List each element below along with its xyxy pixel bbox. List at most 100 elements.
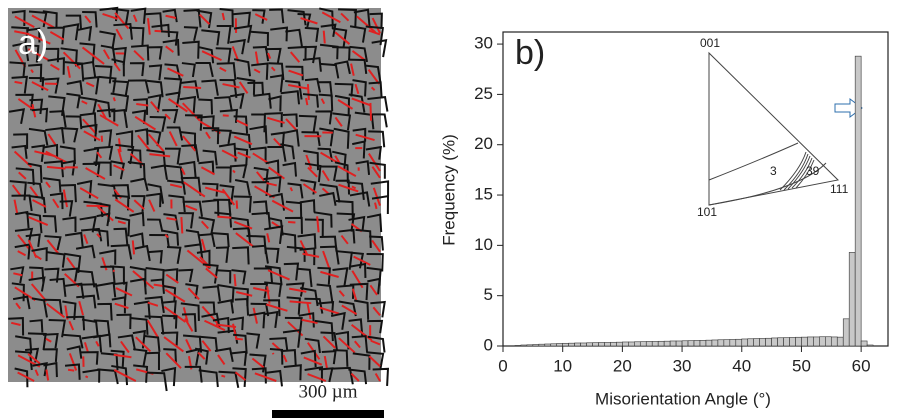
twin bbox=[235, 200, 239, 209]
grain bbox=[232, 227, 252, 246]
grain bbox=[133, 98, 149, 115]
bar bbox=[526, 344, 534, 347]
grain bbox=[282, 129, 300, 147]
grain bbox=[66, 315, 86, 331]
twin bbox=[134, 115, 156, 131]
bar bbox=[610, 341, 617, 347]
bar bbox=[735, 338, 743, 347]
grain bbox=[319, 183, 341, 203]
twin bbox=[101, 257, 108, 271]
grain bbox=[149, 115, 167, 132]
twin bbox=[368, 29, 381, 36]
twin bbox=[371, 17, 381, 34]
grain bbox=[315, 110, 333, 125]
twin bbox=[338, 337, 356, 354]
grain bbox=[110, 92, 130, 112]
twin bbox=[62, 51, 81, 70]
grain bbox=[201, 312, 221, 328]
grain bbox=[151, 23, 170, 38]
twin bbox=[200, 238, 206, 251]
twin bbox=[201, 50, 222, 62]
twin bbox=[183, 85, 202, 90]
grain bbox=[77, 283, 100, 300]
grain bbox=[233, 58, 251, 77]
grain bbox=[93, 161, 112, 176]
grain bbox=[367, 96, 389, 112]
grain bbox=[65, 115, 83, 130]
grain bbox=[270, 26, 288, 42]
grain bbox=[250, 282, 269, 299]
grain bbox=[80, 123, 98, 142]
grain bbox=[180, 80, 200, 99]
twin bbox=[135, 336, 152, 353]
grain bbox=[10, 266, 25, 284]
grain bbox=[8, 108, 26, 124]
bar bbox=[675, 340, 683, 347]
inset-label: 3 bbox=[770, 164, 777, 178]
grain bbox=[234, 147, 249, 166]
twin bbox=[114, 198, 135, 213]
grain bbox=[212, 232, 230, 248]
grain bbox=[266, 369, 283, 387]
grain bbox=[284, 316, 303, 332]
grain bbox=[41, 77, 60, 94]
twin bbox=[254, 51, 259, 65]
grain bbox=[43, 361, 58, 378]
grain bbox=[297, 13, 312, 28]
grain bbox=[349, 45, 369, 63]
grain bbox=[287, 182, 304, 199]
twin bbox=[102, 12, 118, 20]
twin bbox=[183, 181, 206, 198]
twin bbox=[146, 319, 159, 338]
twin bbox=[17, 250, 27, 257]
grain bbox=[371, 194, 390, 215]
twin bbox=[17, 98, 36, 112]
twin bbox=[17, 234, 31, 251]
grain bbox=[369, 161, 386, 179]
grain bbox=[43, 160, 65, 178]
twin bbox=[28, 216, 49, 226]
grain bbox=[181, 144, 200, 163]
grain bbox=[320, 245, 340, 265]
grain bbox=[28, 77, 45, 91]
grain bbox=[285, 216, 303, 234]
grain bbox=[286, 282, 305, 297]
grain bbox=[219, 184, 235, 205]
twin bbox=[182, 135, 197, 152]
twin bbox=[371, 239, 381, 253]
twin bbox=[285, 118, 298, 132]
grain bbox=[338, 300, 357, 317]
grain bbox=[112, 46, 127, 66]
twin bbox=[372, 306, 381, 316]
grain bbox=[96, 212, 111, 227]
grain bbox=[282, 161, 298, 177]
grain bbox=[368, 130, 386, 148]
grain bbox=[111, 109, 128, 128]
twin bbox=[114, 302, 129, 309]
twin bbox=[356, 15, 377, 34]
twin bbox=[67, 368, 75, 372]
bar bbox=[657, 340, 665, 347]
grain bbox=[355, 228, 372, 248]
bar bbox=[586, 342, 593, 347]
arc bbox=[708, 142, 799, 181]
grain bbox=[285, 28, 303, 48]
bar bbox=[592, 342, 599, 347]
twin bbox=[84, 15, 92, 24]
grain bbox=[61, 267, 79, 282]
twin bbox=[85, 167, 106, 180]
grain bbox=[83, 76, 100, 95]
grain bbox=[93, 228, 110, 247]
grain bbox=[194, 347, 209, 365]
twin bbox=[137, 134, 151, 151]
twin bbox=[353, 255, 371, 266]
inset-label: 001 bbox=[700, 36, 720, 50]
twin bbox=[113, 164, 125, 172]
twin bbox=[351, 50, 367, 62]
grain bbox=[252, 9, 266, 24]
y-tick-label: 10 bbox=[474, 235, 493, 254]
grain bbox=[229, 164, 248, 179]
grain bbox=[115, 143, 135, 165]
twin bbox=[238, 81, 249, 94]
bar bbox=[741, 338, 749, 347]
